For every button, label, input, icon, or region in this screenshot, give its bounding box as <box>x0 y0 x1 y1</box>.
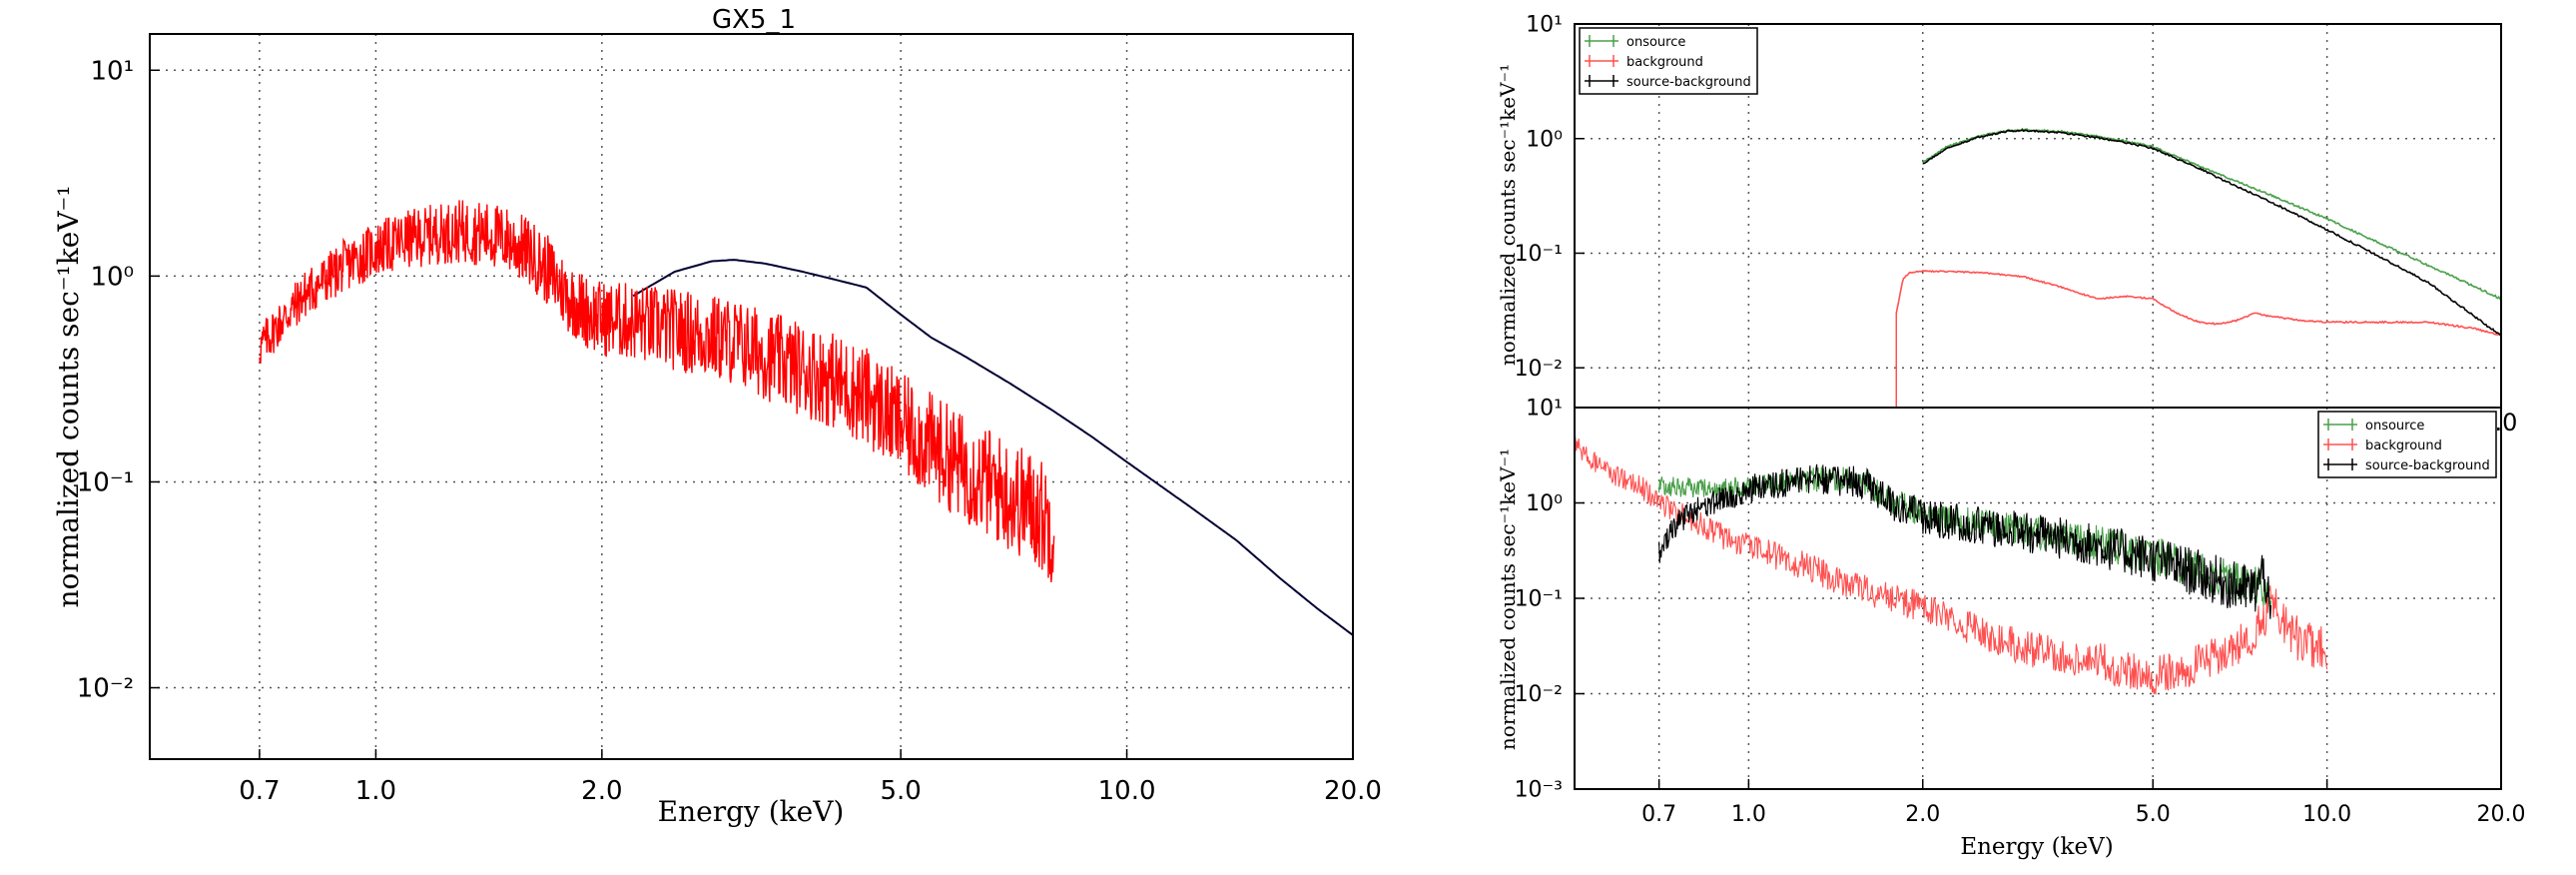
bottom-right-x-tick-label: 0.7 <box>1641 802 1676 827</box>
main-spectrum-plot: GX5_1 0.7 1.0 2.0 5.0 10.0 20.0 10⁻² 10⁻¹ 10⁰ 10¹… <box>52 5 1382 828</box>
main-source-spectrum-line <box>632 259 1354 636</box>
main-y-tick-label: 10⁻¹ <box>77 468 134 498</box>
bottom-right-y-tick-label: 10⁻¹ <box>1515 587 1563 612</box>
main-plot-grid <box>150 34 1354 759</box>
bottom-right-series-onsource <box>1658 466 2272 613</box>
main-y-tick-label: 10⁻² <box>77 674 134 704</box>
top-right-series <box>1895 127 2502 408</box>
main-plot-xlabel: Energy (keV) <box>658 795 845 828</box>
bottom-right-ylabel: normalized counts sec⁻¹keV⁻¹ <box>1496 448 1520 750</box>
top-right-x-tick-partial: .0 <box>2495 409 2518 437</box>
main-x-tick-label: 2.0 <box>581 776 622 806</box>
main-plot-title: GX5_1 <box>712 5 796 35</box>
top-right-series-onsource <box>1922 127 2502 301</box>
top-right-legend-label-0: onsource <box>1626 35 1685 50</box>
bottom-right-series <box>1574 437 2328 695</box>
bottom-right-y-tick-label: 10⁻² <box>1515 682 1563 707</box>
bottom-right-plot: 0.7 1.0 2.0 5.0 10.0 20.0 10⁻³ 10⁻² 10⁻¹ 10⁰ 10¹ E… <box>1496 397 2525 860</box>
main-x-tick-label: 0.7 <box>239 776 280 806</box>
main-x-tick-label: 5.0 <box>880 776 921 806</box>
top-right-y-tick-label: 10⁻¹ <box>1515 242 1563 267</box>
main-background-spectrum-line <box>259 200 1055 582</box>
main-x-tick-label: 10.0 <box>1098 776 1156 806</box>
bottom-right-y-tick-label: 10¹ <box>1526 397 1563 422</box>
top-right-y-tick-label: 10¹ <box>1526 13 1563 38</box>
main-x-tick-label: 1.0 <box>355 776 396 806</box>
bottom-right-legend-label-2: source-background <box>2365 458 2490 473</box>
main-plot-ylabel: normalized counts sec⁻¹keV⁻¹ <box>52 185 85 607</box>
bottom-right-x-tick-label: 2.0 <box>1905 802 1940 827</box>
main-plot-series <box>259 200 1354 636</box>
top-right-legend-label-2: source-background <box>1626 75 1751 90</box>
bottom-right-ticks: 0.7 1.0 2.0 5.0 10.0 20.0 10⁻³ 10⁻² 10⁻¹ 10⁰ 10¹ <box>1515 397 2526 827</box>
main-x-tick-label: 20.0 <box>1324 776 1382 806</box>
bottom-right-legend: onsource background source-background <box>2317 411 2497 478</box>
top-right-legend-label-1: background <box>1626 55 1703 70</box>
bottom-right-x-tick-label: 10.0 <box>2302 802 2351 827</box>
top-right-ylabel: normalized counts sec⁻¹keV⁻¹ <box>1496 64 1520 366</box>
bottom-right-series-source-background <box>1658 463 2272 619</box>
top-right-ticks: 10⁻² 10⁻¹ 10⁰ 10¹ <box>1515 13 1585 382</box>
top-right-y-tick-label: 10⁻² <box>1515 357 1563 382</box>
main-y-tick-label: 10⁰ <box>90 262 134 292</box>
bottom-right-xlabel: Energy (keV) <box>1960 834 2113 860</box>
bottom-right-y-tick-label: 10⁰ <box>1526 491 1563 516</box>
bottom-right-legend-label-0: onsource <box>2365 419 2424 434</box>
bottom-right-y-tick-label: 10⁻³ <box>1515 778 1563 803</box>
top-right-series-background <box>1895 269 2502 337</box>
top-right-series-source-background <box>1922 129 2502 338</box>
top-right-plot: 10⁻² 10⁻¹ 10⁰ 10¹ .0 normalized counts sec⁻… <box>1496 13 2517 437</box>
main-plot-ticks: 0.7 1.0 2.0 5.0 10.0 20.0 10⁻² 10⁻¹ 10⁰ 10¹ <box>77 56 1382 806</box>
main-y-tick-label: 10¹ <box>90 56 134 86</box>
bottom-right-x-tick-label: 20.0 <box>2477 802 2526 827</box>
main-plot-frame <box>149 33 1354 760</box>
bottom-right-legend-label-1: background <box>2365 438 2442 453</box>
top-right-y-tick-label: 10⁰ <box>1526 127 1563 152</box>
bottom-right-x-tick-label: 1.0 <box>1731 802 1766 827</box>
bottom-right-series-background <box>1574 437 2328 695</box>
top-right-legend: onsource background source-background <box>1579 27 1758 95</box>
bottom-right-x-tick-label: 5.0 <box>2136 802 2171 827</box>
